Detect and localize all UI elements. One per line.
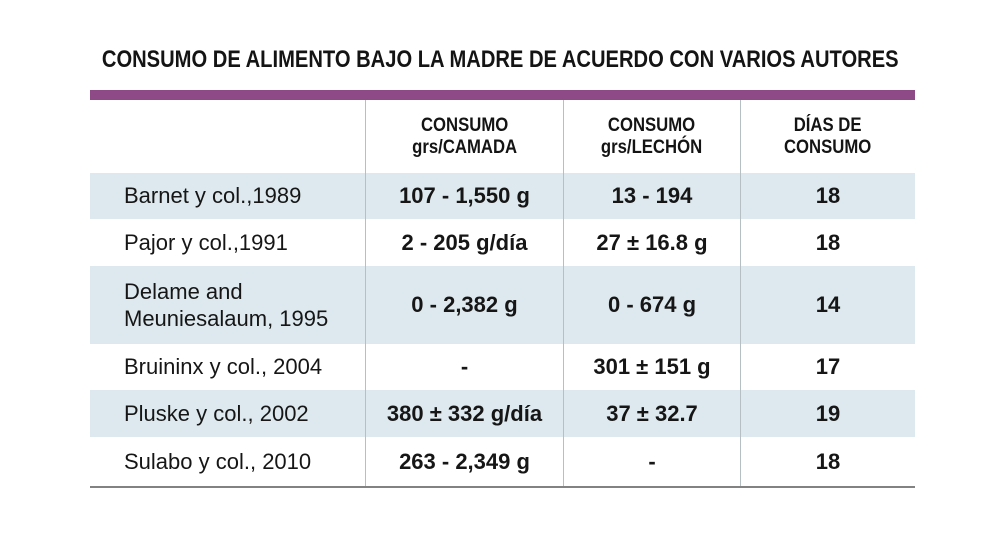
header-cell-consumo-lechon: CONSUMO grs/LECHÓN xyxy=(563,100,740,173)
dias-value-cell: 17 xyxy=(740,344,915,390)
dias-value-cell: 14 xyxy=(740,266,915,344)
header-cell-consumo-camada: CONSUMO grs/CAMADA xyxy=(365,100,563,173)
camada-value-cell: 380 ± 332 g/día xyxy=(365,390,563,437)
header-label-consumo-lechon: CONSUMO grs/LECHÓN xyxy=(601,114,703,158)
table-bottom-rule xyxy=(90,486,915,488)
author-cell: Delame and Meuniesalaum, 1995 xyxy=(124,278,329,332)
lechon-value-cell: 0 - 674 g xyxy=(563,266,740,344)
header-label-dias-consumo: DÍAS DE CONSUMO xyxy=(784,114,872,158)
table-row-delame: Delame and Meuniesalaum, 1995 0 - 2,382 … xyxy=(90,266,915,344)
author-cell: Pluske y col., 2002 xyxy=(124,400,309,426)
lechon-value-cell: 37 ± 32.7 xyxy=(563,390,740,437)
table-row-bruininx: Bruininx y col., 2004 - 301 ± 151 g 17 xyxy=(90,344,915,390)
author-cell: Sulabo y col., 2010 xyxy=(124,448,312,474)
lechon-value-cell: 13 - 194 xyxy=(563,173,740,219)
table-row-pajor: Pajor y col.,1991 2 - 205 g/día 27 ± 16.… xyxy=(90,219,915,266)
lechon-value-cell: - xyxy=(563,437,740,486)
title-underline-bar xyxy=(90,90,915,100)
camada-value-cell: - xyxy=(365,344,563,390)
page-title: CONSUMO DE ALIMENTO BAJO LA MADRE DE ACU… xyxy=(101,46,899,73)
header-cell-dias-consumo: DÍAS DE CONSUMO xyxy=(740,100,915,173)
header-label-consumo-camada: CONSUMO grs/CAMADA xyxy=(412,114,517,158)
author-cell: Bruininx y col., 2004 xyxy=(124,354,323,380)
table-row-sulabo: Sulabo y col., 2010 263 - 2,349 g - 18 xyxy=(90,437,915,486)
camada-value-cell: 263 - 2,349 g xyxy=(365,437,563,486)
author-cell: Barnet y col.,1989 xyxy=(124,183,302,209)
table-header-row: CONSUMO grs/CAMADA CONSUMO grs/LECHÓN DÍ… xyxy=(90,100,915,173)
camada-value-cell: 0 - 2,382 g xyxy=(365,266,563,344)
lechon-value-cell: 27 ± 16.8 g xyxy=(563,219,740,266)
table-row-pluske: Pluske y col., 2002 380 ± 332 g/día 37 ±… xyxy=(90,390,915,437)
dias-value-cell: 18 xyxy=(740,173,915,219)
lechon-value-cell: 301 ± 151 g xyxy=(563,344,740,390)
table-row-barnet: Barnet y col.,1989 107 - 1,550 g 13 - 19… xyxy=(90,173,915,219)
camada-value-cell: 107 - 1,550 g xyxy=(365,173,563,219)
header-cell-author xyxy=(90,100,365,173)
data-table: CONSUMO grs/CAMADA CONSUMO grs/LECHÓN DÍ… xyxy=(90,100,915,486)
author-cell: Pajor y col.,1991 xyxy=(124,229,288,255)
dias-value-cell: 18 xyxy=(740,219,915,266)
camada-value-cell: 2 - 205 g/día xyxy=(365,219,563,266)
page-title-wrap: CONSUMO DE ALIMENTO BAJO LA MADRE DE ACU… xyxy=(0,46,1000,74)
dias-value-cell: 18 xyxy=(740,437,915,486)
dias-value-cell: 19 xyxy=(740,390,915,437)
